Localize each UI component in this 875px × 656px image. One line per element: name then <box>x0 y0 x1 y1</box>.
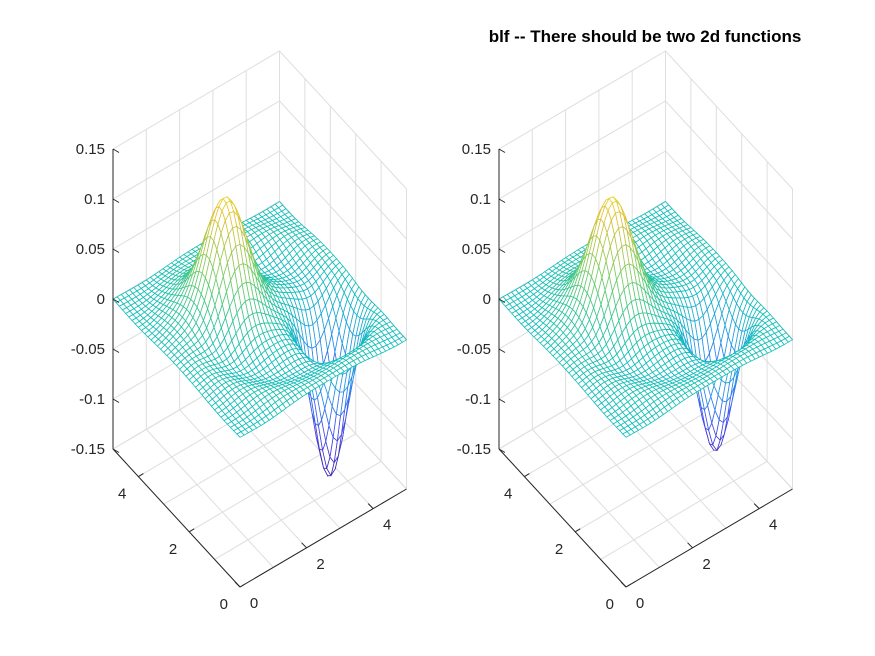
grid-line <box>163 405 331 505</box>
x-tick-mark <box>687 542 693 549</box>
y-tick-mark <box>625 583 632 588</box>
z-tick-mark <box>112 248 120 253</box>
x-tick-label: 4 <box>769 517 777 534</box>
grid-line <box>600 460 768 560</box>
y-tick-label: 2 <box>555 541 563 558</box>
x-tick-mark <box>234 581 241 588</box>
z-tick-mark <box>112 148 120 153</box>
z-tick-label: -0.15 <box>457 441 491 458</box>
x-tick-mark <box>620 581 627 588</box>
z-tick-label: 0.15 <box>462 141 491 158</box>
z-tick-mark <box>498 198 506 203</box>
x-axis-line <box>239 488 407 588</box>
y-tick-mark <box>138 473 144 478</box>
mesh-cell <box>236 431 245 438</box>
mesh-cell <box>622 431 631 438</box>
grid-line <box>565 409 693 549</box>
x-tick-label: 0 <box>250 595 258 612</box>
grid-line <box>531 429 660 568</box>
z-tick-mark <box>498 298 506 303</box>
z-tick-mark <box>112 448 120 453</box>
z-tick-mark <box>498 348 506 353</box>
z-tick-mark <box>498 398 506 403</box>
x-tick-label: 2 <box>316 556 324 573</box>
z-tick-mark <box>112 348 120 353</box>
x-tick-label: 0 <box>636 595 644 612</box>
y-axis-line <box>498 448 627 588</box>
z-tick-mark <box>112 298 120 303</box>
y-tick-mark <box>188 528 195 533</box>
surface-mesh <box>498 196 794 452</box>
y-tick-label: 4 <box>118 486 126 503</box>
z-tick-label: 0 <box>483 291 491 308</box>
z-tick-label: 0.1 <box>470 191 491 208</box>
right-surface-plot: -0.15 -0.1 -0.05 0 0.05 0.1 0.15 0 2 4 0 2 4 <box>457 50 794 613</box>
z-tick-mark <box>112 398 120 403</box>
grid-line <box>179 409 307 549</box>
z-tick-label: -0.05 <box>457 341 491 358</box>
x-tick-mark <box>753 503 760 509</box>
x-tick-label: 2 <box>702 556 710 573</box>
x-tick-label: 4 <box>383 517 391 534</box>
z-tick-label: 0.15 <box>76 141 105 158</box>
z-tick-label: 0.05 <box>462 241 491 258</box>
z-tick-mark <box>498 148 506 153</box>
z-tick-mark <box>498 248 506 253</box>
z-tick-mark <box>112 198 120 203</box>
surface-mesh <box>112 196 408 477</box>
y-tick-mark <box>239 583 246 588</box>
x-tick-mark <box>367 503 374 509</box>
figure-title: blf -- There should be two 2d functions <box>489 27 802 46</box>
y-tick-mark <box>524 473 530 478</box>
z-tick-label: 0.05 <box>76 241 105 258</box>
y-tick-label: 4 <box>504 486 512 503</box>
y-tick-label: 0 <box>606 596 614 613</box>
grid-line <box>214 460 382 560</box>
z-tick-label: 0.1 <box>84 191 105 208</box>
z-tick-label: -0.1 <box>79 391 105 408</box>
grid-line <box>145 429 274 568</box>
grid-line <box>549 405 717 505</box>
y-tick-mark <box>574 528 581 533</box>
y-tick-label: 2 <box>169 541 177 558</box>
y-axis-line <box>112 448 241 588</box>
z-tick-label: 0 <box>97 291 105 308</box>
z-tick-label: -0.15 <box>71 441 105 458</box>
z-tick-label: -0.05 <box>71 341 105 358</box>
z-tick-mark <box>498 448 506 453</box>
left-surface-plot: -0.15 -0.1 -0.05 0 0.05 0.1 0.15 0 2 4 0 2 4 <box>71 50 408 613</box>
grid-line <box>498 50 793 190</box>
x-tick-mark <box>301 542 307 549</box>
y-tick-label: 0 <box>220 596 228 613</box>
z-tick-label: -0.1 <box>465 391 491 408</box>
grid-line <box>112 50 407 190</box>
x-axis-line <box>625 488 793 588</box>
